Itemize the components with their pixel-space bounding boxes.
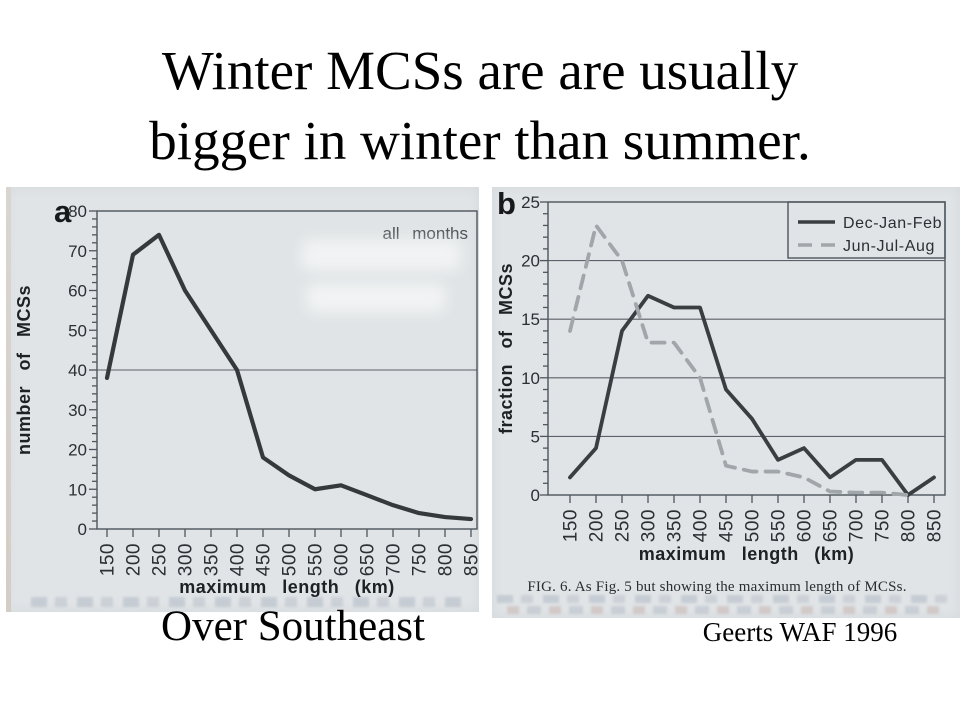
left-chart-caption: Over Southeast [161, 603, 425, 650]
x-tick-label: 850 [462, 543, 480, 576]
legend: Dec-Jan-Feb Jun-Jul-Aug [787, 201, 946, 259]
y-axis: 0 10 20 30 40 50 60 70 80 [68, 202, 97, 539]
chart-a: 0 10 20 30 40 50 60 70 80 150 200 250 300 350 400 450 50… [14, 194, 480, 597]
y-axis: 0 5 10 15 20 25 [521, 193, 548, 505]
figure-caption: FIG. 6. As Fig. 5 but showing the maximu… [527, 579, 907, 595]
x-axis: 150 200 250 300 350 400 450 500 550 600 650 700 750 8… [98, 529, 480, 576]
chart-b: 0 5 10 15 20 25 150 200 250 300 350 400 450 500 550 600… [496, 187, 946, 564]
x-tick-label: 300 [176, 543, 197, 576]
series-Dec-Jan-Feb [568, 293, 936, 497]
y-tick-label: 80 [68, 202, 87, 221]
y-tick-label: 0 [78, 520, 87, 539]
x-tick-label: 200 [587, 509, 608, 542]
series-Jun-Jul-Aug [568, 223, 910, 497]
x-tick-label: 700 [847, 509, 868, 542]
y-tick-label: 70 [68, 242, 87, 261]
gridlines [548, 260, 945, 437]
slide-title-line2: bigger in winter than summer. [149, 110, 811, 171]
x-axis: 150 200 250 300 350 400 450 500 550 600 650 700 750 8… [561, 495, 946, 542]
panel-label: a [54, 194, 72, 229]
scan-panel-a: 0 10 20 30 40 50 60 70 80 150 200 250 300 350 400 450 50… [6, 187, 479, 612]
y-tick-label: 40 [68, 361, 87, 380]
x-tick-label: 350 [665, 509, 686, 542]
x-tick-label: 250 [150, 543, 171, 576]
x-tick-label: 500 [280, 543, 301, 576]
y-tick-label: 0 [531, 486, 540, 505]
y-tick-label: 20 [68, 441, 87, 460]
x-tick-label: 550 [306, 543, 327, 576]
y-tick-label: 15 [521, 310, 540, 329]
slide-title-line1: Winter MCSs are are usually [161, 40, 799, 101]
y-tick-label: 10 [521, 369, 540, 388]
x-tick-label: 200 [124, 543, 145, 576]
legend-entry-label: Jun-Jul-Aug [843, 238, 935, 255]
y-tick-label: 30 [68, 401, 87, 420]
x-tick-label: 600 [332, 543, 353, 576]
y-tick-label: 5 [531, 427, 540, 446]
y-tick-label: 25 [521, 193, 540, 212]
x-tick-label: 750 [873, 509, 894, 542]
x-tick-label: 400 [691, 509, 712, 542]
y-tick-label: 50 [68, 321, 87, 340]
panel-label: b [497, 187, 516, 221]
x-tick-label: 400 [228, 543, 249, 576]
x-tick-label: 450 [717, 509, 738, 542]
y-tick-label: 60 [68, 282, 87, 301]
x-tick-label: 450 [254, 543, 275, 576]
x-tick-label: 550 [769, 509, 790, 542]
scan-panel-b: 0 5 10 15 20 25 150 200 250 300 350 400 450 500 550 600… [492, 187, 960, 618]
y-axis-title: number of MCSs [14, 285, 34, 455]
y-tick-label: 20 [521, 252, 540, 271]
y-tick-label: 10 [68, 480, 87, 499]
scan-edge-shadow [6, 187, 11, 612]
x-tick-label: 600 [795, 509, 816, 542]
plot-border [547, 201, 946, 496]
x-tick-label: 350 [202, 543, 223, 576]
x-axis-title: maximum length (km) [179, 577, 395, 597]
x-axis-title: maximum length (km) [639, 544, 855, 564]
x-tick-label: 650 [821, 509, 842, 542]
x-tick-label: 850 [925, 509, 946, 542]
x-tick-label: 650 [358, 543, 379, 576]
y-axis-title: fraction of MCSs [496, 263, 516, 434]
x-tick-label: 150 [561, 509, 582, 542]
x-tick-label: 700 [384, 543, 405, 576]
x-tick-label: 800 [899, 509, 920, 542]
legend-entry-label: Dec-Jan-Feb [843, 215, 942, 232]
x-tick-label: 500 [743, 509, 764, 542]
x-tick-label: 750 [410, 543, 431, 576]
plot-annotation: all months [383, 224, 468, 243]
x-tick-label: 800 [436, 543, 457, 576]
x-tick-label: 250 [613, 509, 634, 542]
credit-text: Geerts WAF 1996 [702, 617, 898, 647]
x-tick-label: 150 [98, 543, 119, 576]
x-tick-label: 300 [639, 509, 660, 542]
slide-title: Winter MCSs are are usually bigger in wi… [0, 36, 960, 176]
series-all months [104, 232, 474, 522]
